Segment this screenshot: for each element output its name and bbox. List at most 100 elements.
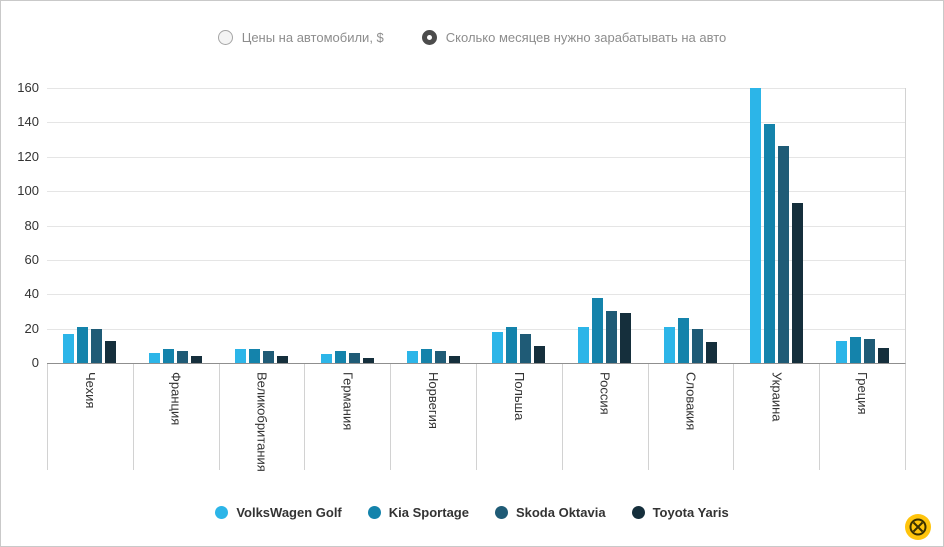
bar-group xyxy=(819,88,905,363)
bar-kia-sportage[interactable] xyxy=(592,298,604,363)
bar-group xyxy=(648,88,734,363)
bar-kia-sportage[interactable] xyxy=(77,327,89,363)
x-category-cell: Словакия xyxy=(647,364,734,470)
bar-volkswagen-golf[interactable] xyxy=(578,327,590,363)
bar-group xyxy=(133,88,219,363)
bar-skoda-oktavia[interactable] xyxy=(262,351,274,363)
legend-item-toyota-yaris[interactable]: Toyota Yaris xyxy=(631,505,729,520)
legend-swatch-icon xyxy=(367,506,381,519)
plot-area xyxy=(47,88,906,364)
x-category-cell: Франция xyxy=(132,364,219,470)
bar-toyota-yaris[interactable] xyxy=(620,313,632,363)
y-tick-label: 160 xyxy=(17,80,39,95)
legend-item-skoda-oktavia[interactable]: Skoda Oktavia xyxy=(494,505,606,520)
gridline xyxy=(47,191,905,193)
legend-label: Skoda Oktavia xyxy=(515,505,606,520)
y-tick-label: 80 xyxy=(24,217,39,233)
x-category-label: Россия xyxy=(597,372,613,415)
x-category-cell: Украина xyxy=(733,364,819,470)
bar-volkswagen-golf[interactable] xyxy=(835,341,847,363)
legend-label: Toyota Yaris xyxy=(652,505,729,520)
x-axis-labels: Чехия Франция Великобритания Германия Норвег… xyxy=(47,364,906,472)
x-category-label: Норвегия xyxy=(426,372,442,429)
bar-toyota-yaris[interactable] xyxy=(705,342,717,363)
bar-skoda-oktavia[interactable] xyxy=(606,311,618,363)
legend-item-kia-sportage[interactable]: Kia Sportage xyxy=(367,505,469,520)
gridline xyxy=(47,259,905,261)
bar-group xyxy=(47,88,133,363)
bar-skoda-oktavia[interactable] xyxy=(348,353,360,363)
y-tick-label: 40 xyxy=(24,286,39,302)
bar-volkswagen-golf[interactable] xyxy=(63,334,75,363)
x-category-cell: Греция xyxy=(819,364,905,470)
bar-kia-sportage[interactable] xyxy=(506,327,518,363)
y-tick-label: 20 xyxy=(24,320,39,336)
bar-toyota-yaris[interactable] xyxy=(276,356,288,363)
bar-toyota-yaris[interactable] xyxy=(448,356,460,363)
x-category-cell: Норвегия xyxy=(390,364,476,470)
x-category-label: Великобритания xyxy=(254,372,270,472)
legend-swatch-icon xyxy=(494,506,508,519)
mode-option-label: Сколько месяцев нужно зарабатывать на ав… xyxy=(445,30,727,45)
bar-kia-sportage[interactable] xyxy=(334,351,346,363)
mode-option-0[interactable]: Цены на автомобили, $ xyxy=(217,30,384,45)
x-category-label: Франция xyxy=(168,372,184,426)
bar-volkswagen-golf[interactable] xyxy=(749,88,761,363)
bar-group xyxy=(219,88,305,363)
bar-skoda-oktavia[interactable] xyxy=(691,329,703,363)
y-tick-label: 0 xyxy=(31,355,39,370)
bar-skoda-oktavia[interactable] xyxy=(777,146,789,363)
bar-volkswagen-golf[interactable] xyxy=(149,353,161,363)
watermark-logo xyxy=(905,514,931,540)
x-category-label: Греция xyxy=(855,372,871,415)
bar-group xyxy=(304,88,390,363)
bar-toyota-yaris[interactable] xyxy=(791,203,803,363)
bar-skoda-oktavia[interactable] xyxy=(434,351,446,363)
bar-kia-sportage[interactable] xyxy=(163,349,175,363)
bar-group xyxy=(562,88,648,363)
x-category-label: Польша xyxy=(511,372,527,421)
bar-volkswagen-golf[interactable] xyxy=(663,327,675,363)
radio-unselected-icon xyxy=(217,30,233,45)
bar-kia-sportage[interactable] xyxy=(849,337,861,363)
radio-selected-icon xyxy=(421,30,437,45)
legend-label: Kia Sportage xyxy=(388,505,469,520)
gridline xyxy=(47,225,905,227)
gridline xyxy=(47,88,905,89)
bar-skoda-oktavia[interactable] xyxy=(520,334,532,363)
bar-kia-sportage[interactable] xyxy=(248,349,260,363)
bar-volkswagen-golf[interactable] xyxy=(234,349,246,363)
bar-skoda-oktavia[interactable] xyxy=(91,329,103,363)
mode-option-1[interactable]: Сколько месяцев нужно зарабатывать на ав… xyxy=(421,30,727,45)
bar-volkswagen-golf[interactable] xyxy=(406,351,418,363)
x-category-cell: Чехия xyxy=(47,364,133,470)
gridline xyxy=(47,294,905,296)
bar-toyota-yaris[interactable] xyxy=(877,348,889,363)
x-category-label: Чехия xyxy=(82,372,98,409)
bar-volkswagen-golf[interactable] xyxy=(492,332,504,363)
bar-toyota-yaris[interactable] xyxy=(191,356,203,363)
x-category-label: Германия xyxy=(340,372,356,431)
bar-group xyxy=(476,88,562,363)
bar-kia-sportage[interactable] xyxy=(763,124,775,363)
bar-toyota-yaris[interactable] xyxy=(362,358,374,363)
legend-item-volkswagen-golf[interactable]: VolksWagen Golf xyxy=(215,505,342,520)
bar-skoda-oktavia[interactable] xyxy=(177,351,189,363)
x-category-cell: Германия xyxy=(304,364,390,470)
gridline xyxy=(47,156,905,158)
bar-kia-sportage[interactable] xyxy=(677,318,689,363)
legend-label: VolksWagen Golf xyxy=(236,505,342,520)
yellow-badge-icon xyxy=(905,514,931,540)
x-category-cell: Великобритания xyxy=(218,364,305,472)
mode-option-label: Цены на автомобили, $ xyxy=(241,30,384,45)
x-category-cell: Польша xyxy=(475,364,562,470)
bar-toyota-yaris[interactable] xyxy=(105,341,117,363)
legend-swatch-icon xyxy=(215,506,229,519)
bar-group xyxy=(733,88,819,363)
x-category-label: Украина xyxy=(769,372,785,422)
bar-toyota-yaris[interactable] xyxy=(534,346,546,363)
bar-volkswagen-golf[interactable] xyxy=(320,354,332,363)
bar-group xyxy=(390,88,476,363)
bar-skoda-oktavia[interactable] xyxy=(863,339,875,363)
bar-kia-sportage[interactable] xyxy=(420,349,432,363)
